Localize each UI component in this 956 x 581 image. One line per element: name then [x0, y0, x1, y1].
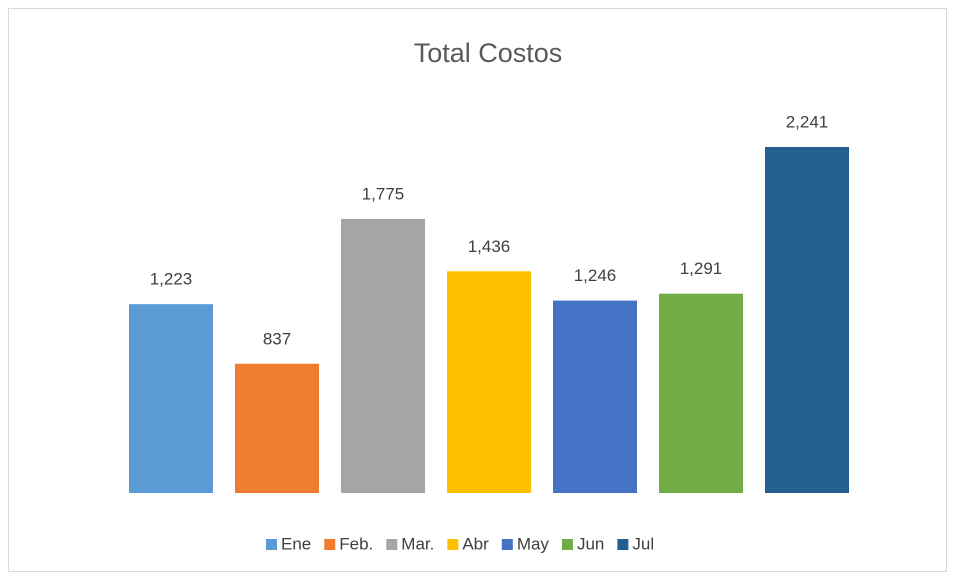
legend-swatch [447, 539, 459, 550]
legend-label: Jul [632, 534, 654, 553]
data-label: 1,436 [468, 237, 511, 256]
data-label: 1,775 [362, 184, 405, 203]
data-label: 1,291 [680, 259, 723, 278]
data-label: 1,246 [574, 266, 617, 285]
legend-swatch [501, 539, 513, 550]
bar [553, 300, 637, 493]
legend-swatch [266, 539, 277, 550]
legend-swatch [617, 539, 629, 550]
legend-label: Mar. [401, 534, 434, 553]
legend-label: May [517, 534, 550, 553]
bar [235, 363, 319, 493]
data-label: 2,241 [786, 112, 829, 131]
bar [341, 218, 425, 493]
data-label: 1,223 [150, 270, 193, 289]
chart-title: Total Costos [414, 38, 563, 68]
bar [447, 271, 531, 493]
legend-label: Feb. [339, 534, 373, 553]
data-label: 837 [263, 329, 291, 348]
legend-swatch [561, 539, 573, 550]
bar [129, 304, 213, 493]
legend-swatch [386, 539, 398, 550]
legend-swatch [324, 539, 336, 550]
bar [659, 293, 743, 493]
legend-label: Jun [577, 534, 604, 553]
legend-label: Abr [462, 534, 489, 553]
legend-label: Ene [281, 534, 311, 553]
bar [765, 146, 849, 493]
